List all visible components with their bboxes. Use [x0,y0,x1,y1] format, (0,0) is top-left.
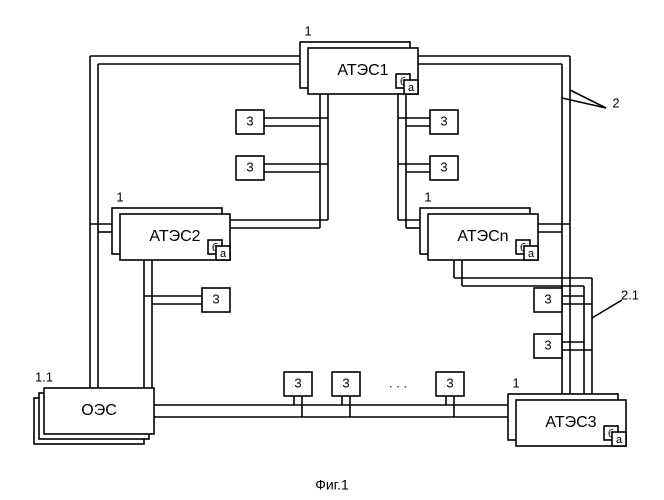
sub-rc-0: 3 [544,291,551,306]
oes-index: 1.1 [35,369,53,384]
sub-below-a2: 3 [212,291,219,306]
atec3-index: 1 [512,375,519,390]
figure-caption: Фиг.1 [315,477,349,493]
atec1-label: АТЭС1 [337,62,388,79]
line-pair-label: 2 [612,95,619,110]
atec2-index: 1 [116,189,123,204]
atec3-sub-a: а [616,434,623,446]
branch-line-label: 2.1 [621,287,639,302]
atec2-label: АТЭС2 [149,228,200,245]
sub-bot-2: 3 [446,375,453,390]
sub-ur-0: 3 [440,113,447,128]
atec3-label: АТЭС3 [545,414,596,431]
atec1-sub-a: а [408,82,415,94]
oes-label: ОЭС [81,402,117,419]
sub-ul-0: 3 [246,113,253,128]
atec2-sub-a: а [220,248,227,260]
sub-bot-0: 3 [294,375,301,390]
ellipsis-label: . . . [389,375,407,390]
atec1-index: 1 [304,23,311,38]
sub-bot-1: 3 [342,375,349,390]
sub-rc-1: 3 [544,337,551,352]
sub-ur-1: 3 [440,159,447,174]
atecn-index: 1 [424,189,431,204]
sub-ul-1: 3 [246,159,253,174]
atecn-sub-a: а [528,248,535,260]
atecn-label: АТЭСn [457,228,508,245]
